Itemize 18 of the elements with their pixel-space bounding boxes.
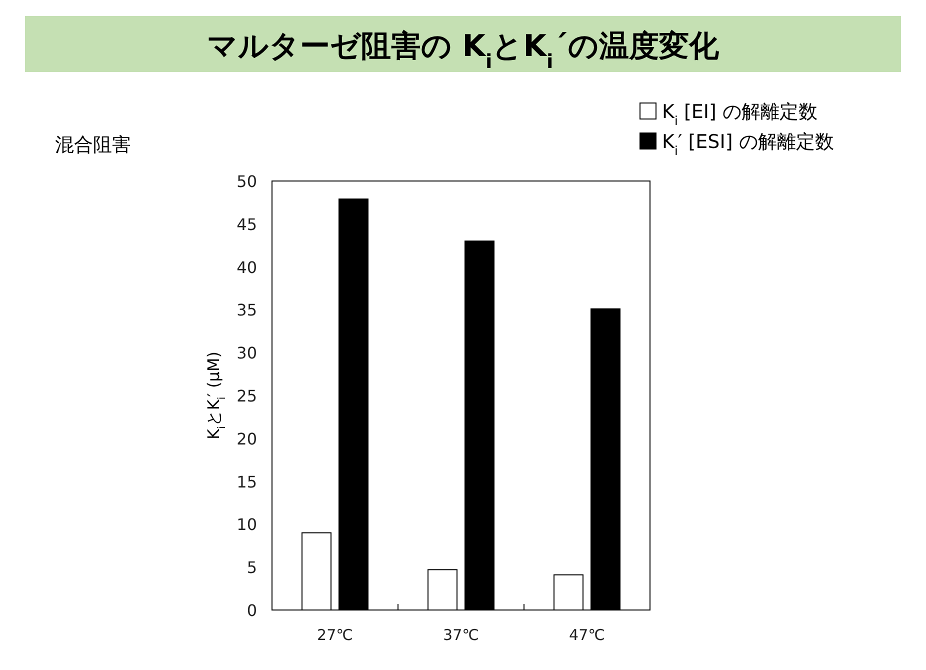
y-tick-label: 0 [246,601,257,620]
y-tick-label: 15 [236,472,257,492]
y-tick-label: 50 [236,172,257,191]
legend-label: K$_{i}$ [EI] の解離定数 [662,101,818,128]
x-tick-label: 27℃ [317,626,353,644]
y-tick-label: 35 [236,300,257,320]
chart-title: マルターゼ阻害の K$_{i}$とK$_{i}$´の温度変化 [206,29,720,72]
legend-label: K$_{i}$′ [ESI] の解離定数 [662,131,834,158]
text: 混合阻害 [55,134,131,156]
y-tick-label: 10 [236,515,257,534]
y-tick-label: 45 [236,214,257,234]
y-tick-label: 5 [246,558,257,578]
y-tick-label: 30 [236,344,257,363]
y-tick-label: 25 [236,386,257,406]
x-tick-label: 47℃ [569,626,605,644]
y-tick-label: 40 [236,258,257,277]
x-tick-label: 37℃ [443,626,479,644]
y-tick-label: 20 [236,429,257,448]
